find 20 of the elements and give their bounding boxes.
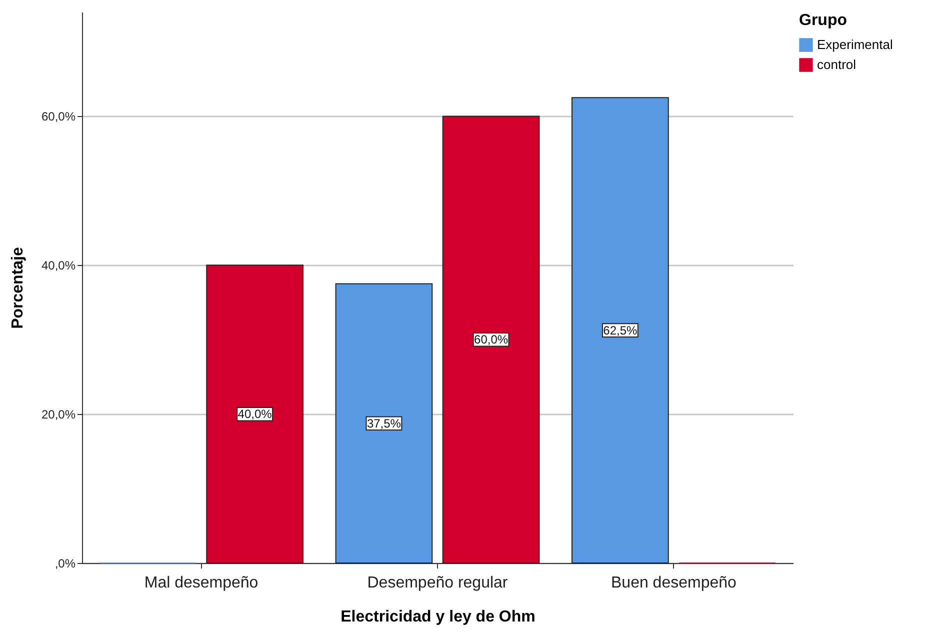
- y-tick-label: 60,0%: [41, 110, 76, 124]
- data-label: 37,5%: [366, 416, 402, 430]
- x-tick-label: Desempeño regular: [367, 574, 508, 592]
- data-label: 40,0%: [238, 407, 272, 422]
- y-tick-label: ,0%: [54, 556, 76, 570]
- y-axis-title: Porcentaje: [9, 246, 26, 329]
- x-axis-title: Electricidad y ley de Ohm: [340, 608, 536, 626]
- x-tick-label: Buen desempeño: [610, 574, 737, 592]
- data-label: 60,0%: [474, 332, 508, 347]
- bar: [335, 283, 433, 564]
- bar: [442, 116, 540, 564]
- y-tick-label: 20,0%: [41, 408, 76, 422]
- x-tick-label: Mal desempeño: [144, 574, 258, 592]
- legend-label: control: [817, 57, 856, 72]
- bar: [206, 264, 304, 564]
- legend-label: Experimental: [817, 37, 893, 52]
- y-tick-label: 40,0%: [41, 258, 76, 273]
- legend-title: Grupo: [799, 12, 848, 29]
- data-label: 62,5%: [603, 323, 638, 338]
- bar: [572, 97, 669, 564]
